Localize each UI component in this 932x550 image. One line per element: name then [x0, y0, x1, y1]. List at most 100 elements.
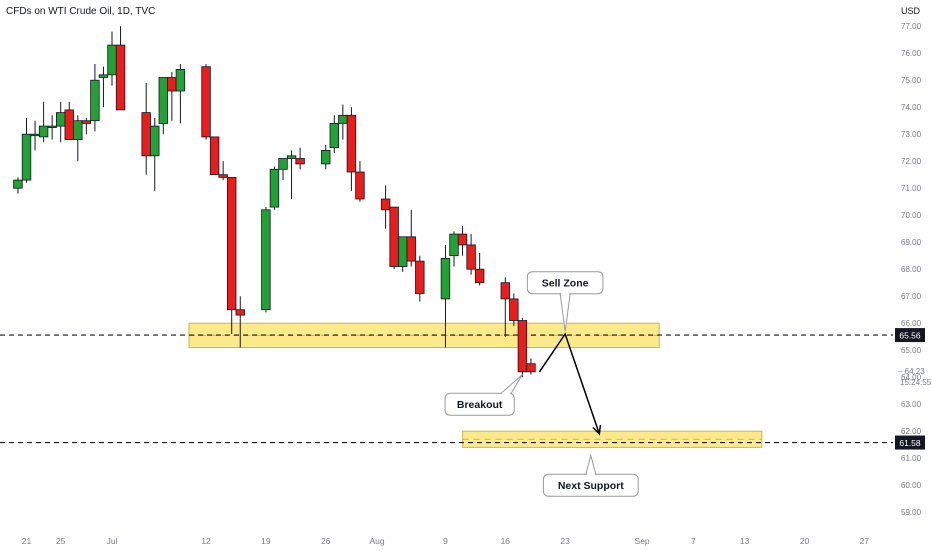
candle-bullish[interactable] — [90, 79, 100, 122]
candle-bullish[interactable] — [150, 125, 160, 157]
y-tick-label: 68.00 — [901, 265, 922, 274]
candle-bullish[interactable] — [158, 77, 169, 124]
candle-bearish[interactable] — [355, 171, 365, 200]
candle-bearish[interactable] — [64, 109, 74, 141]
level-tag-1 — [895, 435, 925, 450]
callout-text: Breakout — [457, 399, 503, 411]
y-tick-label: 64.00 — [901, 373, 922, 382]
candle-bullish[interactable] — [175, 69, 186, 92]
x-tick-label: 16 — [501, 536, 511, 546]
bar-countdown-label: 15:24:55 — [900, 378, 932, 387]
candle-bearish[interactable] — [295, 158, 305, 165]
y-tick-label: 70.00 — [901, 211, 922, 220]
currency-label[interactable]: USD — [900, 6, 920, 16]
candle-bearish[interactable] — [346, 114, 357, 173]
candle-bullish[interactable] — [449, 233, 459, 257]
y-tick-label: 66.00 — [901, 319, 922, 328]
candle-bullish[interactable] — [261, 209, 271, 311]
candle-bearish[interactable] — [509, 298, 519, 321]
candle-bearish[interactable] — [226, 176, 237, 311]
annotations-layer: Sell Zone Breakout Next Support — [444, 271, 639, 497]
candle-bearish[interactable] — [141, 112, 151, 157]
candle-bullish[interactable] — [21, 133, 32, 181]
projection-arrow[interactable] — [538, 332, 601, 435]
next-support-callout[interactable]: Next Support — [542, 453, 639, 497]
arrowhead-icon — [592, 424, 602, 436]
candle-bearish[interactable] — [466, 244, 476, 270]
callout-text: Next Support — [558, 480, 624, 492]
chart-title: CFDs on WTI Crude Oil, 1D, TVC — [6, 6, 156, 17]
x-tick-label: 9 — [443, 536, 448, 546]
candle-bullish[interactable] — [440, 257, 451, 300]
callout-text: Sell Zone — [542, 278, 589, 290]
y-tick-label: 73.00 — [901, 130, 922, 139]
x-tick-label: 12 — [201, 536, 211, 546]
zones-layer — [188, 322, 763, 448]
y-tick-label: 62.00 — [901, 427, 922, 436]
x-tick-label: 27 — [860, 536, 870, 546]
candle-bearish[interactable] — [81, 120, 92, 124]
candle-bearish[interactable] — [406, 236, 416, 262]
candle-bearish[interactable] — [201, 66, 211, 138]
candle-bullish[interactable] — [321, 149, 331, 165]
candle-bullish[interactable] — [30, 133, 40, 137]
x-tick-label: 7 — [691, 536, 696, 546]
candle-bearish[interactable] — [474, 268, 485, 284]
level-tag-0 — [895, 328, 925, 343]
callout-pointer — [499, 374, 523, 394]
candle-bearish[interactable] — [167, 77, 177, 92]
candle-bullish[interactable] — [278, 158, 288, 170]
candle-bearish[interactable] — [235, 309, 245, 316]
candle-bullish[interactable] — [13, 179, 23, 189]
x-tick-label: 26 — [321, 536, 331, 546]
candle-bearish[interactable] — [415, 260, 425, 294]
y-tick-label: 60.00 — [901, 481, 922, 490]
y-tick-label: 63.00 — [901, 400, 922, 409]
candle-bearish[interactable] — [115, 44, 126, 111]
callout-box — [444, 392, 515, 416]
x-tick-label: 23 — [560, 536, 570, 546]
candle-bullish[interactable] — [73, 120, 83, 140]
y-tick-label: 75.00 — [901, 76, 922, 85]
breakout-callout[interactable]: Breakout — [444, 374, 523, 416]
x-tick-label: Sep — [635, 536, 650, 546]
price-axis[interactable]: 59.00 60.00 61.00 62.00 63.00 64.00 65.00 66.00… — [898, 22, 932, 517]
y-tick-label: 69.00 — [901, 238, 922, 247]
y-tick-label: 77.00 — [901, 22, 922, 31]
y-tick-label: 74.00 — [901, 103, 922, 112]
candle-bullish[interactable] — [286, 155, 297, 159]
candle-bullish[interactable] — [38, 125, 49, 138]
x-tick-label: 13 — [740, 536, 750, 546]
time-axis[interactable]: 21 25 Jul 12 19 26 Aug 9 16 23 Sep 7 13 20 27 — [22, 536, 870, 546]
candle-bearish[interactable] — [526, 363, 536, 373]
level-tag-label: 65.56 — [899, 331, 921, 341]
x-tick-label: Jul — [107, 536, 118, 546]
candle-bullish[interactable] — [329, 123, 340, 149]
candles-layer — [13, 26, 536, 378]
candle-bullish[interactable] — [56, 112, 66, 127]
x-tick-label: 19 — [261, 536, 271, 546]
x-tick-label: 21 — [22, 536, 32, 546]
projection-layer — [538, 332, 602, 436]
y-tick-label: 65.00 — [901, 346, 922, 355]
candle-bearish[interactable] — [380, 198, 391, 211]
candle-bearish[interactable] — [218, 174, 228, 178]
candle-bullish[interactable] — [98, 74, 109, 78]
candle-bearish[interactable] — [209, 136, 220, 176]
candle-bearish[interactable] — [517, 320, 528, 373]
x-tick-label: Aug — [369, 536, 384, 546]
candle-bearish[interactable] — [457, 233, 468, 246]
sell-zone-callout[interactable]: Sell Zone — [526, 271, 604, 332]
candle-bearish[interactable] — [389, 206, 399, 267]
x-tick-label: 20 — [800, 536, 810, 546]
candle-bullish[interactable] — [338, 114, 348, 124]
candle-bullish[interactable] — [397, 236, 408, 267]
candle-bullish[interactable] — [107, 44, 117, 76]
candle-bullish[interactable] — [47, 125, 57, 128]
candle-bearish[interactable] — [500, 282, 511, 300]
y-tick-label: 59.00 — [901, 508, 922, 517]
y-tick-label: 76.00 — [901, 49, 922, 58]
candle-bullish[interactable] — [269, 168, 280, 208]
y-tick-label: 61.00 — [901, 454, 922, 463]
